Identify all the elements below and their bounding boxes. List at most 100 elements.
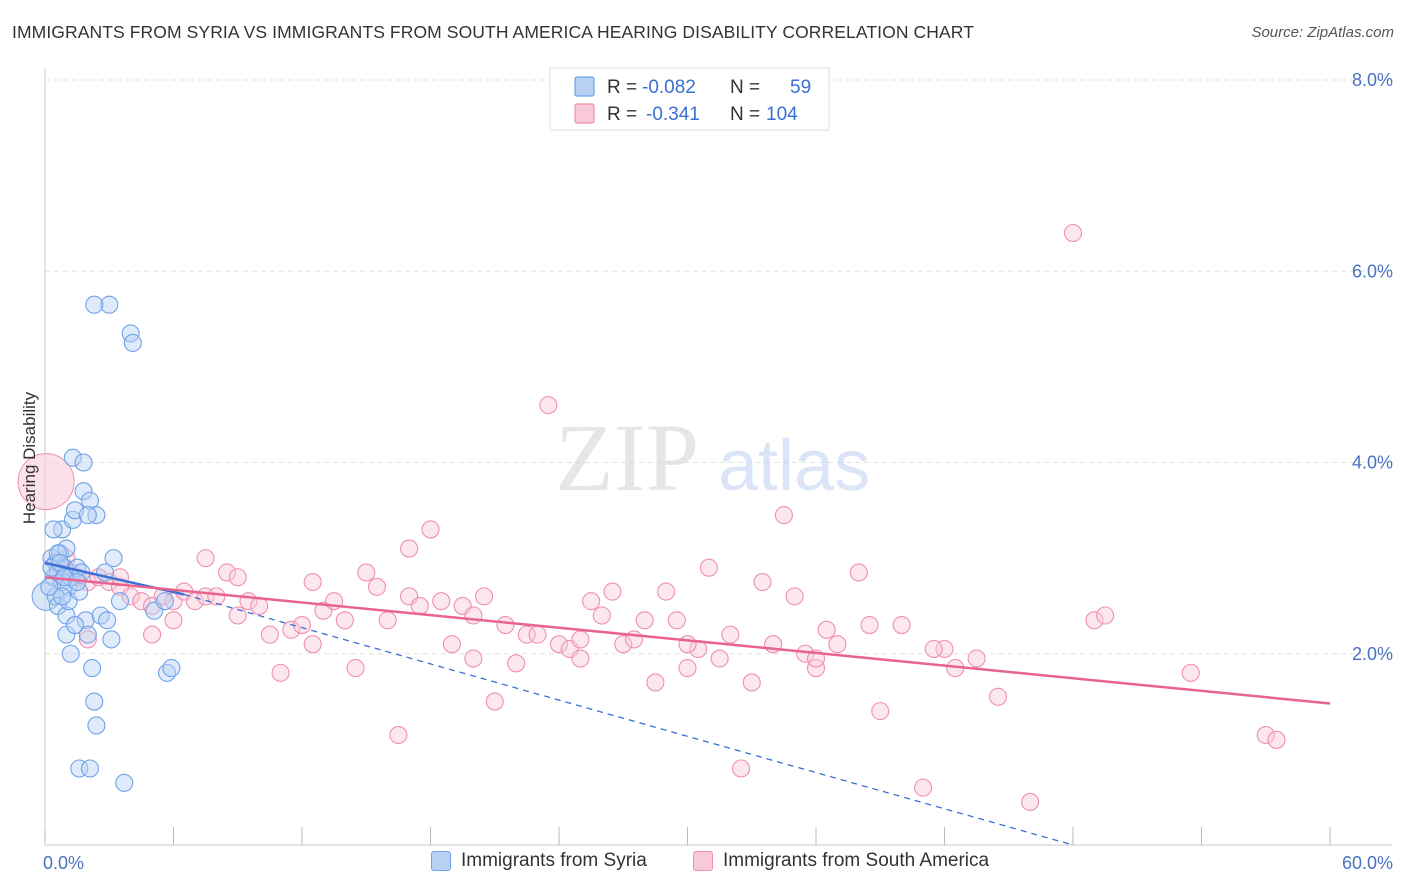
sa-point-86	[1085, 611, 1104, 630]
sa-point-93	[143, 625, 162, 644]
syria-point-32	[85, 692, 104, 711]
sa-point-52	[592, 606, 611, 625]
sa-point-89	[1256, 725, 1275, 745]
sa-point-75	[849, 563, 868, 582]
sa-point-51	[582, 592, 601, 611]
syria-point-large	[31, 581, 61, 611]
sa-point-57	[646, 673, 665, 692]
y-tick-label-3: 8.0%	[1352, 70, 1393, 90]
sa-point-56	[635, 611, 654, 630]
syria-point-36	[98, 611, 117, 630]
watermark: ZIP atlas	[555, 404, 870, 511]
syria-point-34	[70, 759, 89, 778]
syria-point-58	[65, 616, 85, 635]
sa-point-37	[432, 592, 451, 611]
sa-point-73	[817, 620, 836, 639]
legend-item-sa[interactable]: Immigrants from South America	[693, 850, 989, 872]
sa-point-59	[667, 611, 686, 630]
syria-point-57	[53, 587, 72, 606]
syria-point-43	[100, 295, 119, 314]
sa-point-72	[806, 659, 826, 678]
legend-r-label-sa: R =	[607, 104, 637, 125]
legend-label-syria: Immigrants from Syria	[461, 850, 647, 871]
sa-point-63	[710, 649, 729, 668]
legend-n-label-syria: N =	[730, 77, 760, 98]
sa-point-88	[1181, 663, 1200, 682]
sa-point-30	[357, 563, 376, 582]
sa-point-94	[164, 611, 183, 630]
legend-swatch-syria	[574, 76, 595, 97]
sa-point-31	[367, 577, 387, 596]
legend-label-sa: Immigrants from South America	[723, 850, 990, 871]
sa-point-22	[271, 663, 290, 682]
sa-point-101	[678, 635, 697, 654]
sa-point-79	[914, 778, 933, 797]
sa-point-85	[1063, 223, 1083, 243]
syria-trend-dashed	[184, 593, 1074, 846]
sa-point-77	[871, 702, 890, 721]
sa-point-82	[967, 649, 986, 668]
sa-point-58	[657, 582, 676, 601]
sa-point-38	[442, 635, 461, 654]
legend-swatch-syria-bottom	[431, 851, 451, 871]
legend-n-value-syria: 59	[790, 77, 811, 98]
syria-point-39	[110, 592, 130, 611]
sa-trend	[44, 576, 1331, 705]
sa-point-48	[549, 635, 569, 654]
syria-point-44	[85, 295, 104, 314]
syria-point-35	[80, 759, 100, 778]
sa-point-69	[774, 506, 793, 525]
sa-point-25	[303, 635, 322, 654]
legend-r-value-sa: -0.341	[646, 104, 700, 125]
syria-point-27	[63, 448, 82, 467]
legend-swatch-sa	[574, 103, 595, 124]
trend-lines	[44, 561, 1331, 846]
legend-n-value-sa: 104	[766, 104, 798, 125]
sa-point-29	[346, 659, 365, 678]
sa-point-50	[571, 630, 590, 649]
bottom-legend: Immigrants from Syria Immigrants from So…	[0, 850, 1406, 880]
sa-point-36	[421, 520, 440, 539]
sa-point-66	[742, 673, 761, 692]
sa-point-103	[924, 639, 943, 659]
gridlines	[45, 79, 1392, 655]
syria-point-38	[104, 549, 123, 568]
sa-point-24	[292, 616, 312, 635]
series-syria-points	[31, 295, 181, 792]
sa-point-44	[507, 654, 526, 673]
y-axis-title: Hearing Disability	[20, 391, 39, 524]
y-tick-label-0: 2.0%	[1352, 644, 1393, 664]
sa-point-40	[464, 649, 483, 668]
syria-point-28	[74, 453, 93, 472]
sa-point-41	[474, 587, 494, 606]
sa-point-96	[228, 568, 247, 587]
sa-point-35	[410, 596, 429, 615]
syria-point-46	[155, 592, 174, 611]
sa-point-87	[1096, 606, 1115, 625]
sa-point-28	[335, 611, 354, 630]
sa-point-95	[196, 549, 215, 568]
syria-point-37	[102, 630, 121, 649]
syria-point-30	[78, 625, 97, 644]
sa-point-98	[400, 539, 419, 558]
sa-point-70	[785, 587, 804, 606]
syria-point-42	[123, 333, 142, 353]
stats-legend-box	[549, 67, 830, 131]
legend-item-syria[interactable]: Immigrants from Syria	[431, 850, 647, 872]
series-south-america-points	[17, 223, 1286, 812]
sa-point-8	[121, 587, 140, 606]
sa-point-42	[485, 692, 504, 711]
sa-point-large	[17, 453, 75, 511]
sa-point-54	[614, 635, 633, 654]
sa-point-33	[389, 725, 408, 745]
legend-swatch-sa-bottom	[693, 851, 713, 871]
stats-legend: R = -0.082 N = 59 R = -0.341 N = 104	[549, 67, 830, 131]
sa-point-53	[603, 582, 622, 601]
sa-point-46	[528, 625, 547, 644]
sa-point-97	[303, 572, 322, 592]
sa-point-16	[207, 587, 226, 606]
legend-n-label-sa: N =	[730, 104, 760, 125]
x-tick-label-0: 0.0%	[43, 853, 84, 873]
sa-point-64	[721, 625, 740, 644]
